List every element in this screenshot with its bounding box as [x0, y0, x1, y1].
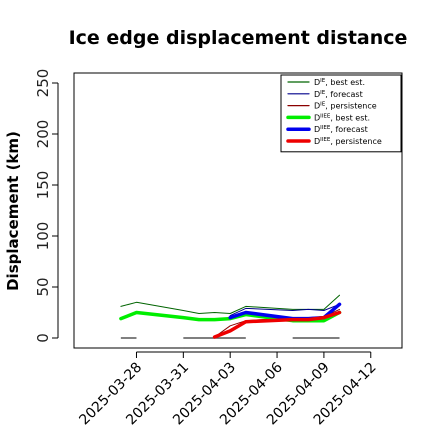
series-line-0 — [120, 294, 340, 314]
series-line-5 — [212, 310, 342, 339]
legend: DIE, best est. DIE, forecast DIE, persiste… — [280, 74, 402, 153]
y-tick-label-4: 200 — [34, 120, 52, 149]
y-tick-label-5: 250 — [34, 69, 52, 98]
y-axis-label: Displacement (km) — [4, 131, 22, 291]
plot-frame — [73, 72, 403, 349]
legend-box — [280, 74, 402, 153]
legend-label-5: DIIEE, persistence — [314, 137, 382, 146]
legend-label-4: DIIEE, forecast — [314, 125, 368, 134]
series-lines — [119, 294, 342, 339]
series-line-1 — [229, 303, 340, 317]
y-tick-label-3: 150 — [34, 171, 52, 200]
y-tick-label-0: 0 — [34, 333, 52, 343]
series-line-2 — [214, 308, 340, 338]
y-tick-label-1: 50 — [34, 277, 52, 296]
chart-title: Ice edge displacement distance — [69, 27, 408, 49]
legend-label-2: DIE, persistence — [314, 102, 377, 111]
y-axis: 0 50 100 150 200 250 — [34, 69, 59, 343]
legend-label-3: DIIEE, best est. — [314, 113, 370, 122]
y-tick-label-2: 100 — [34, 222, 52, 251]
x-axis: 2025-03-282025-03-312025-04-032025-04-06… — [76, 351, 380, 428]
legend-label-0: DIE, best est. — [314, 78, 365, 87]
legend-label-1: DIE, forecast — [314, 90, 363, 99]
